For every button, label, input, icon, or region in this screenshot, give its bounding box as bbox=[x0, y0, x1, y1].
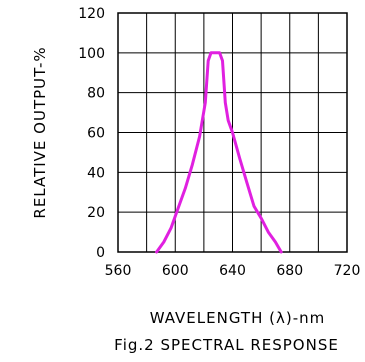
y-tick-label: 0 bbox=[96, 245, 105, 261]
x-axis-label: WAVELENGTH (λ)-nm bbox=[150, 309, 326, 327]
y-tick-label: 100 bbox=[78, 46, 105, 62]
y-tick-label: 60 bbox=[87, 126, 105, 142]
plot-frame bbox=[117, 12, 348, 253]
series-line bbox=[155, 51, 283, 254]
x-tick-label: 600 bbox=[162, 263, 189, 279]
y-tick-label: 80 bbox=[87, 86, 105, 102]
y-tick-labels: 0 20 40 60 80 100 120 bbox=[78, 6, 105, 261]
y-tick-label: 120 bbox=[78, 6, 105, 22]
y-tick-label: 40 bbox=[87, 165, 105, 181]
x-tick-label: 640 bbox=[219, 263, 246, 279]
x-tick-label: 560 bbox=[105, 263, 132, 279]
x-tick-labels: 560 600 640 680 720 bbox=[105, 263, 361, 279]
x-tick-label: 720 bbox=[334, 263, 361, 279]
x-tick-label: 680 bbox=[276, 263, 303, 279]
y-axis-label: RELATIVE OUTPUT-% bbox=[31, 46, 49, 218]
figure-caption: Fig.2 SPECTRAL RESPONSE bbox=[114, 336, 339, 354]
y-tick-label: 20 bbox=[87, 205, 105, 221]
